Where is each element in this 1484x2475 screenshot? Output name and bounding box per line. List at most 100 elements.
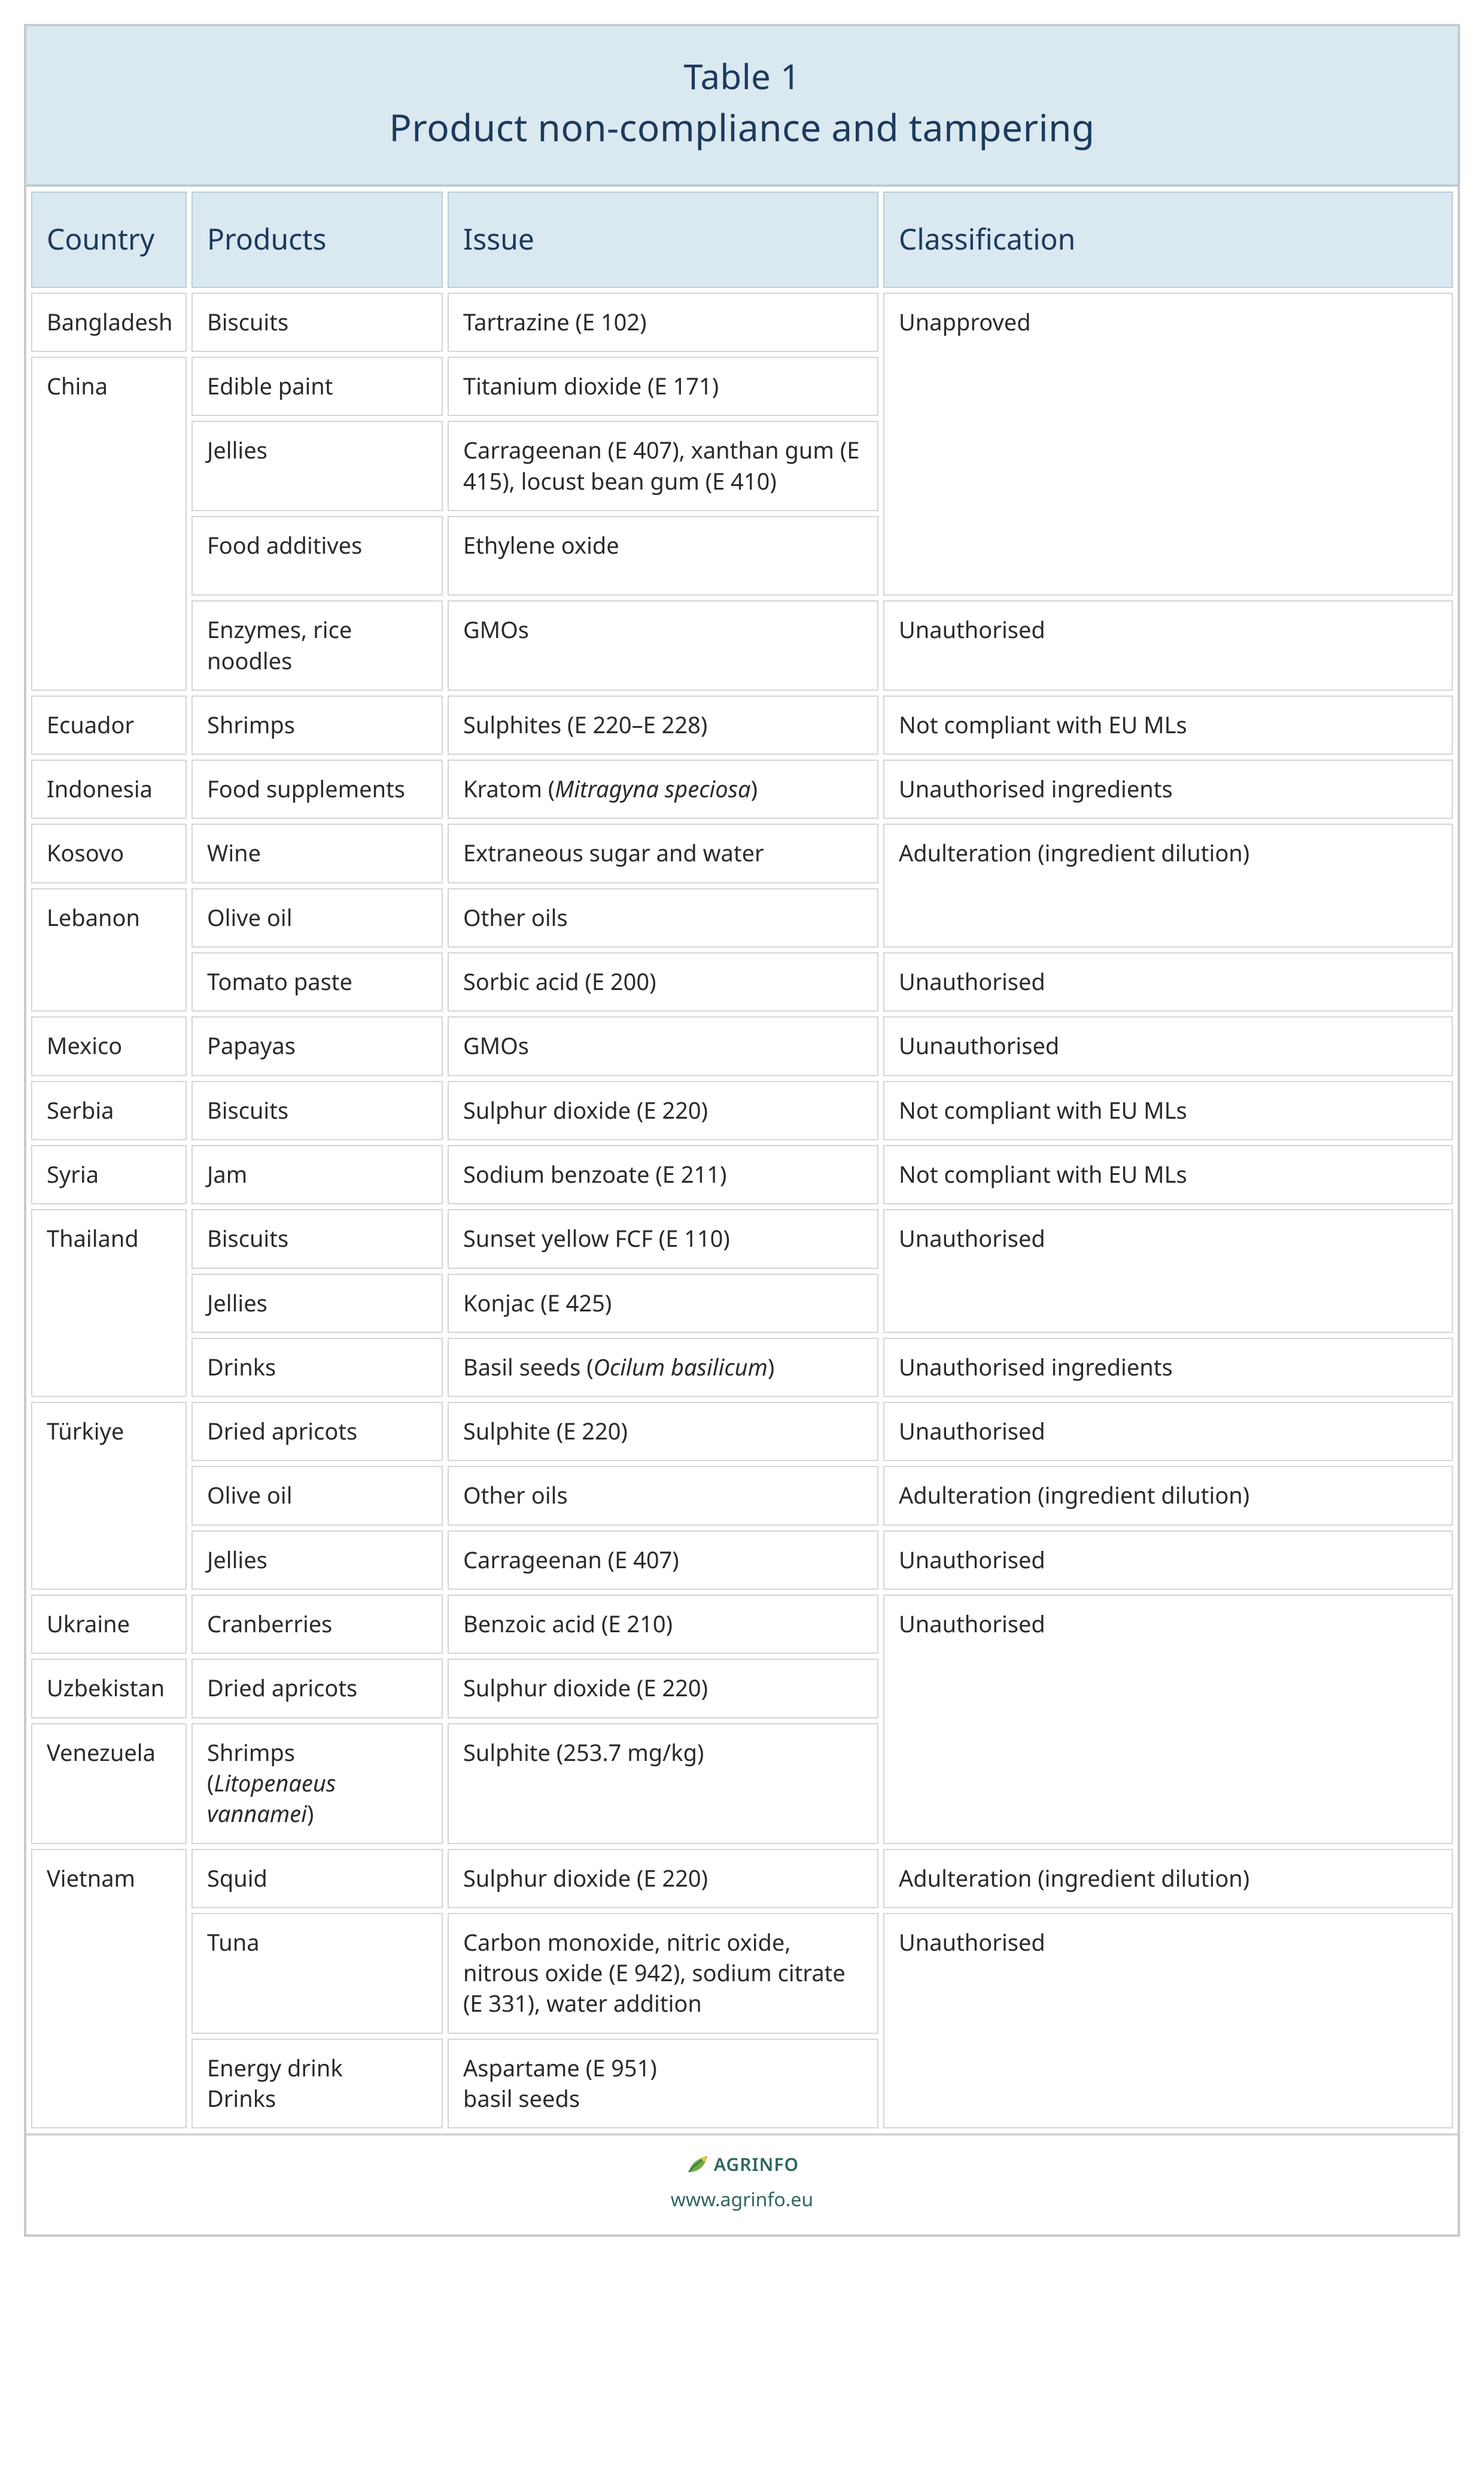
cell-issue: Sulphur dioxide (E 220) [448, 1081, 878, 1140]
cell-classification: Unauthorised ingredients [883, 1338, 1453, 1397]
cell-products: Shrimps (Litopenaeus vannamei) [191, 1723, 443, 1844]
footer-url: www.agrinfo.eu [32, 2186, 1452, 2212]
cell-classification: Unauthorised [883, 1402, 1453, 1461]
cell-classification: Unauthorised [883, 1595, 1453, 1844]
cell-products-line: Energy drink [207, 2052, 343, 2084]
cell-classification: Uunauthorised [883, 1016, 1453, 1076]
cell-issue: Sulphur dioxide (E 220) [448, 1849, 878, 1908]
cell-issue: Benzoic acid (E 210) [448, 1595, 878, 1654]
cell-issue: Sulphites (E 220–E 228) [448, 696, 878, 755]
col-header-products: Products [191, 192, 443, 288]
cell-products: Food supplements [191, 760, 443, 819]
cell-products: Biscuits [191, 1209, 443, 1268]
cell-country: Türkiye [31, 1402, 187, 1590]
cell-issue-line: Aspartame (E 951) [463, 2052, 657, 2084]
cell-products: Dried apricots [191, 1659, 443, 1718]
cell-issue-line: basil seeds [463, 2083, 580, 2114]
table-row: Indonesia Food supplements Kratom (Mitra… [31, 760, 1453, 819]
brand-text: AGRINFO [714, 2152, 799, 2177]
cell-country: Kosovo [31, 824, 187, 883]
cell-country: Vietnam [31, 1849, 187, 2129]
cell-products: Energy drink Drinks [191, 2039, 443, 2129]
cell-classification: Not compliant with EU MLs [883, 1081, 1453, 1140]
cell-country: Mexico [31, 1016, 187, 1076]
cell-products: Olive oil [191, 1466, 443, 1525]
cell-issue-italic: Ocilum basilicum [594, 1352, 768, 1383]
cell-products: Biscuits [191, 1081, 443, 1140]
cell-classification: Unauthorised ingredients [883, 760, 1453, 819]
table-row: Türkiye Dried apricots Sulphite (E 220) … [31, 1402, 1453, 1461]
cell-classification: Unauthorised [883, 1209, 1453, 1333]
cell-products: Drinks [191, 1338, 443, 1397]
col-header-country: Country [31, 192, 187, 288]
table-row: Olive oil Other oils Adulteration (ingre… [31, 1466, 1453, 1525]
cell-issue: Titanium dioxide (E 171) [448, 357, 878, 416]
leaf-icon [685, 2153, 709, 2177]
cell-country: Venezuela [31, 1723, 187, 1844]
table-row: Thailand Biscuits Sunset yellow FCF (E 1… [31, 1209, 1453, 1268]
cell-issue: Konjac (E 425) [448, 1274, 878, 1333]
cell-classification: Not compliant with EU MLs [883, 696, 1453, 755]
cell-products: Tomato paste [191, 952, 443, 1012]
cell-issue: Basil seeds (Ocilum basilicum) [448, 1338, 878, 1397]
table-row: Syria Jam Sodium benzoate (E 211) Not co… [31, 1145, 1453, 1204]
cell-products: Jellies [191, 1274, 443, 1333]
cell-classification: Unauthorised [883, 952, 1453, 1012]
cell-issue-text: Basil seeds ( [463, 1352, 594, 1383]
cell-products: Jellies [191, 1530, 443, 1590]
cell-issue-italic: Mitragyna speciosa [555, 773, 750, 804]
cell-products: Biscuits [191, 293, 443, 352]
cell-country: Uzbekistan [31, 1659, 187, 1718]
cell-classification: Unauthorised [883, 1913, 1453, 2128]
compliance-table: Country Products Issue Classification Ba… [26, 187, 1458, 2133]
cell-country: Lebanon [31, 888, 187, 1012]
table-title-block: Table 1 Product non-compliance and tampe… [26, 26, 1458, 187]
table-frame: Table 1 Product non-compliance and tampe… [24, 24, 1460, 2237]
cell-issue: Sulphite (E 220) [448, 1402, 878, 1461]
cell-products: Jellies [191, 421, 443, 511]
cell-country: Serbia [31, 1081, 187, 1140]
cell-issue: GMOs [448, 600, 878, 691]
cell-issue: Sulphite (253.7 mg/kg) [448, 1723, 878, 1844]
table-row: Kosovo Wine Extraneous sugar and water A… [31, 824, 1453, 883]
cell-country: Syria [31, 1145, 187, 1204]
cell-products: Jam [191, 1145, 443, 1204]
cell-products: Squid [191, 1849, 443, 1908]
cell-issue: Carrageenan (E 407), xanthan gum (E 415)… [448, 421, 878, 511]
cell-issue-text: ) [768, 1352, 774, 1383]
cell-products-line: Drinks [207, 2083, 276, 2114]
cell-country: Ukraine [31, 1595, 187, 1654]
cell-issue-text: ) [751, 773, 758, 804]
table-footer: AGRINFO www.agrinfo.eu [26, 2133, 1458, 2234]
cell-products-text: ) [307, 1798, 314, 1829]
table-row: Serbia Biscuits Sulphur dioxide (E 220) … [31, 1081, 1453, 1140]
cell-products: Edible paint [191, 357, 443, 416]
cell-products-italic: Litopenaeus vannamei [207, 1768, 336, 1829]
table-header-row: Country Products Issue Classification [31, 192, 1453, 288]
cell-issue: Other oils [448, 888, 878, 948]
cell-issue: Sodium benzoate (E 211) [448, 1145, 878, 1204]
table-row: Tomato paste Sorbic acid (E 200) Unautho… [31, 952, 1453, 1012]
cell-products: Enzymes, rice noodles [191, 600, 443, 691]
cell-products: Shrimps [191, 696, 443, 755]
table-row: Tuna Carbon monoxide, nitric oxide, nitr… [31, 1913, 1453, 2034]
cell-classification: Not compliant with EU MLs [883, 1145, 1453, 1204]
cell-classification: Adulteration (ingredient dilution) [883, 1849, 1453, 1908]
cell-products: Dried apricots [191, 1402, 443, 1461]
cell-issue: Carbon monoxide, nitric oxide, nitrous o… [448, 1913, 878, 2034]
cell-products: Olive oil [191, 888, 443, 948]
table-row: Mexico Papayas GMOs Uunauthorised [31, 1016, 1453, 1076]
table-row: Bangladesh Biscuits Tartrazine (E 102) U… [31, 293, 1453, 352]
table-row: Ukraine Cranberries Benzoic acid (E 210)… [31, 1595, 1453, 1654]
cell-country: Thailand [31, 1209, 187, 1397]
cell-issue: Kratom (Mitragyna speciosa) [448, 760, 878, 819]
cell-issue: Tartrazine (E 102) [448, 293, 878, 352]
cell-classification: Adulteration (ingredient dilution) [883, 824, 1453, 948]
cell-products: Food additives [191, 516, 443, 596]
cell-country: Bangladesh [31, 293, 187, 352]
cell-issue: Sulphur dioxide (E 220) [448, 1659, 878, 1718]
cell-issue: Ethylene oxide [448, 516, 878, 596]
cell-issue: Sunset yellow FCF (E 110) [448, 1209, 878, 1268]
col-header-classification: Classification [883, 192, 1453, 288]
table-caption: Product non-compliance and tampering [38, 103, 1446, 153]
